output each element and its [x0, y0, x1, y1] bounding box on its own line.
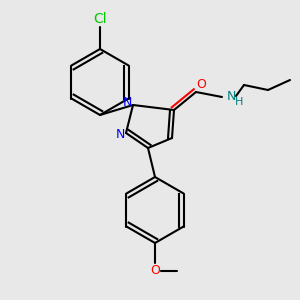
- Text: O: O: [196, 77, 206, 91]
- Text: H: H: [235, 97, 243, 107]
- Text: N: N: [226, 89, 236, 103]
- Text: Cl: Cl: [93, 12, 107, 26]
- Text: N: N: [122, 97, 132, 110]
- Text: O: O: [150, 265, 160, 278]
- Text: N: N: [115, 128, 125, 142]
